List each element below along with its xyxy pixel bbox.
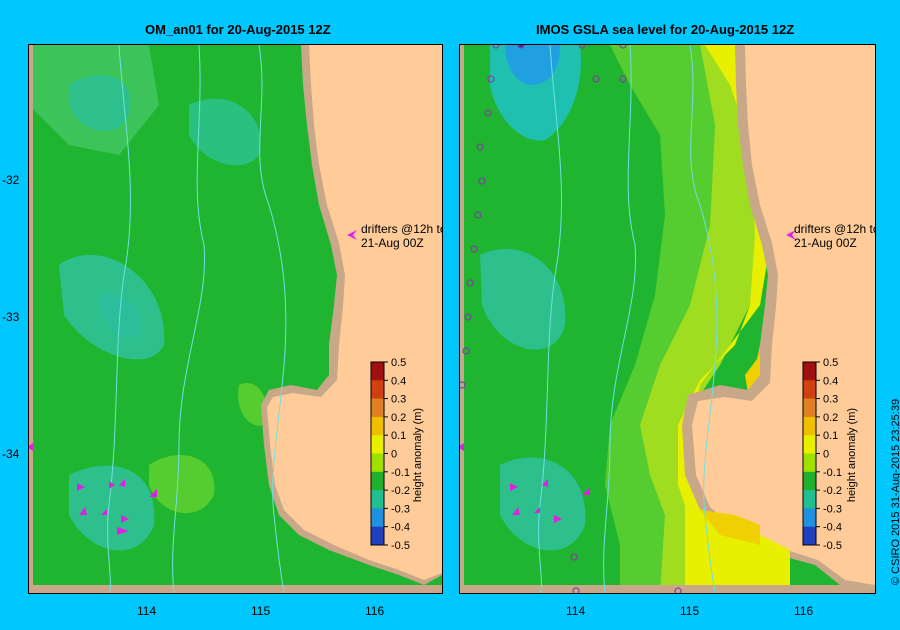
drifter-marker (542, 479, 548, 487)
colorbar-tick-label: -0.5 (823, 540, 842, 552)
lon-tick-label: 115 (680, 604, 700, 618)
colorbar-swatch (803, 453, 816, 473)
colorbar-swatch (371, 471, 384, 491)
colorbar-tick-label: 0.1 (823, 430, 838, 442)
colorbar-tick-label: -0.3 (823, 503, 842, 515)
colorbar-swatch (803, 416, 816, 436)
drifter-marker (77, 483, 85, 491)
drifter-marker (510, 483, 518, 491)
drifter-marker (512, 507, 520, 515)
colorbar-tick-label: 0 (823, 449, 829, 461)
drifter-marker (347, 230, 357, 240)
colorbar-swatch (371, 416, 384, 436)
colorbar-swatch (371, 490, 384, 509)
drifter-marker (460, 443, 464, 451)
lat-tick-label: -32 (2, 173, 20, 187)
drifter-marker (101, 509, 107, 515)
colorbar-swatch (803, 471, 816, 491)
colorbar-tick-label: 0.3 (391, 394, 406, 406)
right-map[interactable]: 0.5 0.4 0.3 0.2 0.1 0 -0.1 -0.2 -0.3 -0.4 -0.5 hei… (459, 44, 876, 594)
colorbar-tick-label: -0.4 (823, 522, 842, 534)
drifter-marker (29, 443, 33, 451)
drifter-note-line1: drifters @12h to (794, 222, 875, 236)
lon-tick-label: 116 (365, 604, 385, 618)
right-colorbar: 0.5 0.4 0.3 0.2 0.1 0 -0.1 -0.2 -0.3 -0.4 -0.5 hei… (802, 357, 858, 552)
lon-tick-label: 114 (137, 604, 157, 618)
drifter-marker (79, 507, 87, 515)
lon-tick-label: 115 (251, 604, 271, 618)
drifter-marker (149, 489, 157, 497)
drifter-marker (786, 230, 796, 240)
colorbar-swatch (371, 380, 384, 400)
right-panel-title: IMOS GSLA sea level for 20-Aug-2015 12Z (536, 22, 795, 37)
right-drifters (460, 230, 796, 523)
colorbar-tick-label: 0.3 (823, 394, 838, 406)
right-obs-dots (460, 45, 682, 593)
colorbar-swatch (371, 453, 384, 473)
drifter-marker (109, 481, 115, 489)
colorbar-swatch (371, 398, 384, 418)
lat-tick-label: -33 (2, 310, 20, 324)
drifter-note-line2: 21-Aug 00Z (361, 236, 424, 250)
colorbar-swatch (803, 490, 816, 509)
colorbar-tick-label: 0.2 (823, 412, 838, 424)
left-drifters (29, 230, 357, 535)
colorbar-tick-label: 0.1 (391, 430, 406, 442)
colorbar-tick-label: -0.1 (391, 467, 410, 479)
colorbar-tick-label: -0.2 (823, 485, 842, 497)
copyright-text: © CSIRO 2015 31-Aug-2015 23:25:39 (890, 398, 900, 585)
left-map[interactable]: 0.5 0.4 0.3 0.2 0.1 0 -0.1 -0.2 -0.3 -0.4 -0.5 hei… (28, 44, 443, 594)
colorbar-tick-label: 0.5 (391, 357, 406, 369)
drifter-marker (117, 527, 129, 535)
colorbar-swatch (371, 435, 384, 454)
colorbar-swatch (803, 398, 816, 418)
colorbar-label: height anomaly (m) (846, 408, 858, 502)
colorbar-swatch (371, 508, 384, 528)
colorbar-tick-label: 0.4 (391, 375, 406, 387)
colorbar-tick-label: 0 (391, 449, 397, 461)
lon-tick-label: 116 (794, 604, 814, 618)
left-panel-title: OM_an01 for 20-Aug-2015 12Z (145, 22, 331, 37)
drifter-note-line1: drifters @12h to (361, 222, 442, 236)
colorbar-swatch (803, 435, 816, 454)
colorbar-swatch (371, 362, 384, 381)
colorbar-label: height anomaly (m) (412, 408, 424, 502)
drifter-marker (119, 479, 125, 487)
lat-tick-label: -34 (2, 447, 20, 461)
colorbar-swatch (803, 508, 816, 528)
colorbar-tick-label: -0.5 (391, 540, 410, 552)
drifter-marker (121, 515, 129, 523)
left-map-svg: 0.5 0.4 0.3 0.2 0.1 0 -0.1 -0.2 -0.3 -0.4 -0.5 hei… (29, 45, 442, 593)
left-colorbar: 0.5 0.4 0.3 0.2 0.1 0 -0.1 -0.2 -0.3 -0.4 -0.5 hei… (370, 357, 424, 552)
drifter-marker (582, 487, 590, 495)
colorbar-swatch (803, 362, 816, 381)
colorbar-swatch (371, 526, 384, 546)
colorbar-tick-label: -0.1 (823, 467, 842, 479)
drifter-marker (534, 507, 540, 513)
lon-tick-label: 114 (566, 604, 586, 618)
colorbar-tick-label: -0.4 (391, 522, 410, 534)
colorbar-tick-label: -0.3 (391, 503, 410, 515)
colorbar-swatch (803, 526, 816, 546)
colorbar-tick-label: 0.4 (823, 375, 838, 387)
colorbar-swatch (803, 380, 816, 400)
colorbar-tick-label: 0.2 (391, 412, 406, 424)
drifter-note-line2: 21-Aug 00Z (794, 236, 857, 250)
colorbar-tick-label: -0.2 (391, 485, 410, 497)
drifter-marker (554, 515, 562, 523)
colorbar-tick-label: 0.5 (823, 357, 838, 369)
right-map-svg: 0.5 0.4 0.3 0.2 0.1 0 -0.1 -0.2 -0.3 -0.4 -0.5 hei… (460, 45, 875, 593)
